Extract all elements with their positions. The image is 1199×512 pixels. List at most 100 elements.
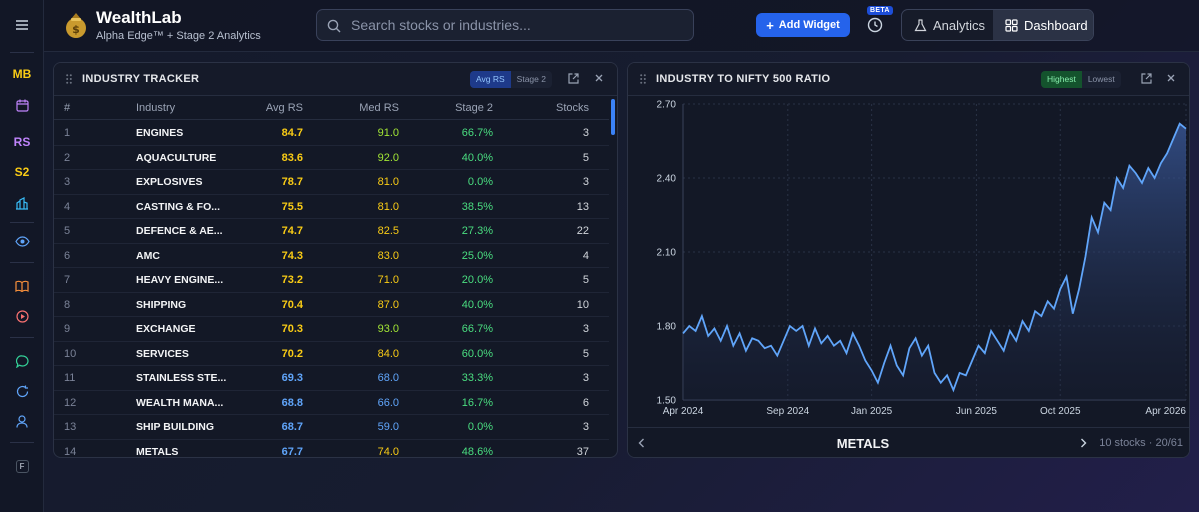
row-industry: EXPLOSIVES: [136, 176, 203, 188]
user-icon[interactable]: [0, 411, 44, 431]
col-stocks[interactable]: Stocks: [555, 102, 589, 114]
drag-handle-icon[interactable]: [66, 74, 72, 84]
avg-rs-toggle[interactable]: Avg RS: [470, 71, 511, 88]
col-industry[interactable]: Industry: [136, 102, 176, 114]
search-box[interactable]: [316, 9, 694, 41]
y-tick-label: 1.80: [657, 322, 677, 333]
row-rank: 7: [64, 274, 71, 286]
eye-icon[interactable]: [0, 231, 44, 251]
search-input[interactable]: [351, 10, 681, 40]
x-tick-label: Jun 2025: [956, 406, 998, 417]
table-row[interactable]: 11 STAINLESS STE... 69.3 68.0 33.3% 3: [54, 366, 609, 391]
table-row[interactable]: 14 METALS 67.7 74.0 48.6% 37: [54, 440, 609, 458]
refresh-icon[interactable]: [0, 381, 44, 401]
y-tick-label: 1.50: [657, 396, 677, 407]
table-row[interactable]: 10 SERVICES 70.2 84.0 60.0% 5: [54, 342, 609, 366]
row-stage2: 0.0%: [467, 176, 493, 188]
col-stage2[interactable]: Stage 2: [455, 102, 493, 114]
row-industry: SHIP BUILDING: [136, 421, 214, 433]
row-industry: ENGINES: [136, 127, 184, 139]
col-rank[interactable]: #: [64, 102, 71, 114]
row-stage2: 66.7%: [461, 127, 493, 139]
series-area: [683, 123, 1186, 400]
scrollbar[interactable]: [611, 99, 615, 135]
row-med-rs: 71.0: [377, 274, 399, 286]
menu-icon[interactable]: [0, 14, 44, 36]
row-med-rs: 93.0: [377, 323, 399, 335]
table-row[interactable]: 7 HEAVY ENGINE... 73.2 71.0 20.0% 5: [54, 268, 609, 293]
table-row[interactable]: 2 AQUACULTURE 83.6 92.0 40.0% 5: [54, 146, 609, 170]
row-avg-rs: 75.5: [281, 200, 303, 213]
row-avg-rs: 70.4: [281, 298, 303, 311]
row-rank: 14: [64, 445, 77, 458]
row-industry: METALS: [136, 445, 179, 458]
series-line: [682, 122, 1187, 393]
row-rank: 13: [64, 421, 77, 433]
brand-logo[interactable]: $: [62, 10, 90, 40]
table-row[interactable]: 1 ENGINES 84.7 91.0 66.7% 3: [54, 121, 609, 146]
row-stocks: 3: [582, 127, 589, 139]
book-icon[interactable]: [0, 276, 44, 296]
x-tick-label: Jan 2025: [851, 406, 893, 417]
table-row[interactable]: 12 WEALTH MANA... 68.8 66.0 16.7% 6: [54, 391, 609, 415]
popout-icon[interactable]: [568, 73, 579, 84]
row-rank: 6: [64, 249, 71, 262]
sort-toggle: Avg RS Stage 2: [470, 71, 552, 88]
left-rail: MB RS S2 F: [0, 0, 44, 512]
analytics-tab[interactable]: Analytics: [902, 10, 994, 40]
row-avg-rs: 74.7: [281, 225, 303, 237]
row-industry: SHIPPING: [136, 298, 187, 311]
table-row[interactable]: 9 EXCHANGE 70.3 93.0 66.7% 3: [54, 317, 609, 342]
row-stocks: 3: [582, 323, 589, 335]
table-row[interactable]: 6 AMC 74.3 83.0 25.0% 4: [54, 244, 609, 268]
chevron-left-icon[interactable]: [638, 438, 645, 448]
row-industry: AQUACULTURE: [136, 151, 217, 164]
table-row[interactable]: 5 DEFENCE & AE... 74.7 82.5 27.3% 22: [54, 219, 609, 244]
chat-icon[interactable]: [0, 351, 44, 371]
row-rank: 4: [64, 200, 71, 213]
drag-handle-icon[interactable]: [640, 74, 646, 84]
row-rank: 9: [64, 323, 71, 335]
row-industry: SERVICES: [136, 347, 189, 360]
table-row[interactable]: 3 EXPLOSIVES 78.7 81.0 0.0% 3: [54, 170, 609, 195]
col-avg-rs[interactable]: Avg RS: [265, 102, 303, 114]
row-med-rs: 82.5: [377, 225, 399, 237]
row-rank: 12: [64, 396, 77, 409]
row-stage2: 20.0%: [461, 274, 493, 286]
close-icon[interactable]: [594, 73, 604, 83]
row-rank: 3: [64, 176, 71, 188]
calendar-icon[interactable]: [0, 95, 44, 115]
row-stage2: 16.7%: [461, 396, 493, 409]
row-stage2: 40.0%: [461, 151, 493, 164]
history-icon[interactable]: [866, 16, 884, 34]
grid-icon: [1005, 18, 1018, 32]
chevron-right-icon[interactable]: [1080, 438, 1087, 448]
rail-mb[interactable]: MB: [12, 67, 32, 81]
highest-toggle[interactable]: Highest: [1041, 71, 1082, 88]
lowest-toggle[interactable]: Lowest: [1087, 74, 1115, 84]
x-tick-label: Apr 2026: [1145, 406, 1186, 417]
row-industry: DEFENCE & AE...: [136, 225, 223, 237]
stage2-toggle[interactable]: Stage 2: [516, 74, 546, 84]
table-row[interactable]: 8 SHIPPING 70.4 87.0 40.0% 10: [54, 293, 609, 317]
row-rank: 5: [64, 225, 71, 237]
industry-icon[interactable]: [0, 193, 44, 213]
row-stocks: 4: [582, 249, 589, 262]
add-widget-button[interactable]: + Add Widget: [756, 13, 850, 37]
dashboard-tab[interactable]: Dashboard: [993, 10, 1093, 40]
table-row[interactable]: 4 CASTING & FO... 75.5 81.0 38.5% 13: [54, 195, 609, 219]
rail-rs[interactable]: RS: [13, 135, 31, 149]
rail-f-badge[interactable]: F: [0, 458, 44, 474]
popout-icon[interactable]: [1141, 73, 1152, 84]
row-industry: HEAVY ENGINE...: [136, 274, 224, 286]
video-icon[interactable]: [0, 306, 44, 326]
table-row[interactable]: 13 SHIP BUILDING 68.7 59.0 0.0% 3: [54, 415, 609, 440]
row-med-rs: 74.0: [377, 445, 399, 458]
flask-icon: [914, 18, 927, 31]
rail-s2[interactable]: S2: [14, 165, 30, 179]
row-stocks: 3: [582, 372, 589, 384]
y-tick-label: 2.70: [657, 100, 677, 111]
close-icon[interactable]: [1166, 73, 1176, 83]
col-med-rs[interactable]: Med RS: [359, 102, 399, 114]
